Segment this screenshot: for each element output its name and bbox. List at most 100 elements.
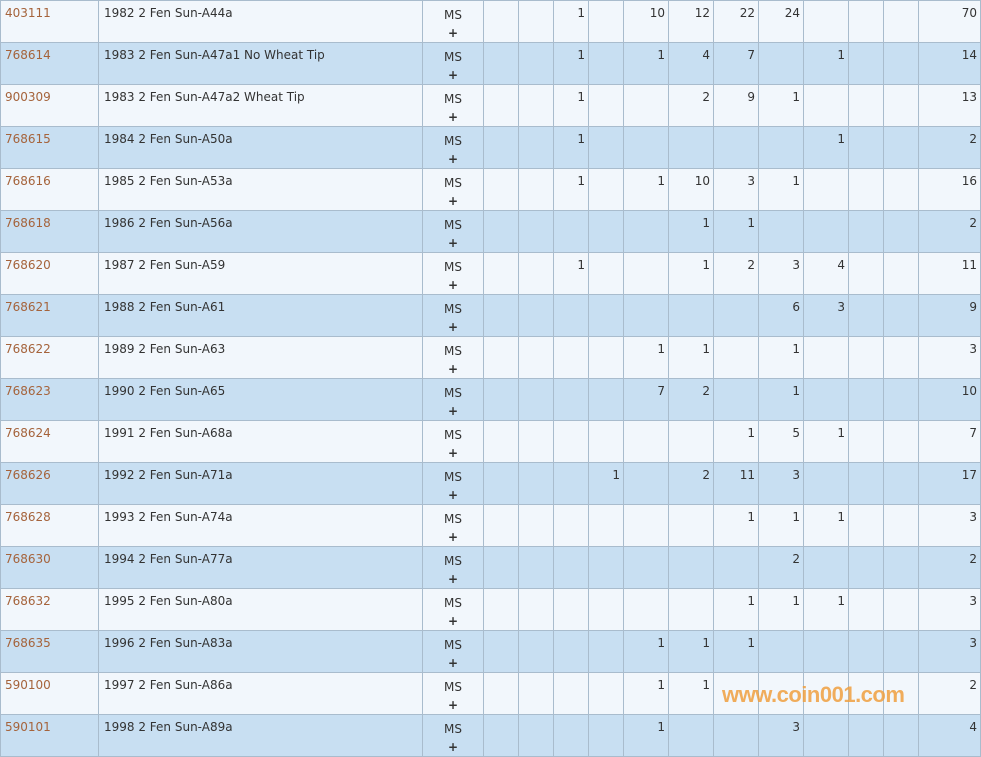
grade-count-cell [883, 420, 919, 463]
grade-count-cell: 1 [623, 630, 669, 673]
grade-count-cell [713, 714, 759, 757]
grade-count-cell [713, 336, 759, 379]
grade-label: MS [444, 428, 462, 442]
coin-name-cell: 1989 2 Fen Sun-A63 [98, 336, 423, 379]
grade-count-cell [668, 714, 714, 757]
grade-count-cell [483, 504, 519, 547]
grade-count-cell [848, 378, 884, 421]
table-row: 768616 1985 2 Fen Sun-A53a MS +1 1 10 3 1 16 [0, 168, 981, 211]
grade-count-cell [623, 504, 669, 547]
grade-count-cell [483, 210, 519, 253]
grade-label: MS [444, 554, 462, 568]
grade-count-cell: 1 [553, 252, 589, 295]
grade-cell: MS + [422, 210, 484, 253]
grade-cell: MS + [422, 252, 484, 295]
cert-id-link[interactable]: 768624 [5, 426, 51, 440]
grade-cell: MS + [422, 462, 484, 505]
grade-count-cell [883, 714, 919, 757]
grade-count-cell [623, 210, 669, 253]
grade-count-cell [883, 588, 919, 631]
grade-count-cell: 22 [713, 0, 759, 43]
total-cell: 2 [918, 546, 981, 589]
cert-id-link[interactable]: 768620 [5, 258, 51, 272]
grade-count-cell [483, 0, 519, 43]
grade-count-cell [883, 546, 919, 589]
cert-id-link[interactable]: 768616 [5, 174, 51, 188]
grade-count-cell [803, 630, 849, 673]
grade-count-cell [668, 504, 714, 547]
grade-count-cell [483, 336, 519, 379]
plus-grade-label: + [447, 362, 459, 376]
plus-grade-label: + [447, 278, 459, 292]
table-row: 590100 1997 2 Fen Sun-A86a MS +1 1 2 [0, 672, 981, 715]
grade-count-cell [553, 210, 589, 253]
cert-id-link[interactable]: 768614 [5, 48, 51, 62]
table-row: 768632 1995 2 Fen Sun-A80a MS +1 1 1 3 [0, 588, 981, 631]
cert-id-link[interactable]: 403111 [5, 6, 51, 20]
grade-count-cell [483, 672, 519, 715]
plus-grade-label: + [447, 26, 459, 40]
plus-grade-label: + [447, 404, 459, 418]
total-cell: 2 [918, 210, 981, 253]
cert-id-link[interactable]: 768626 [5, 468, 51, 482]
coin-name-cell: 1993 2 Fen Sun-A74a [98, 504, 423, 547]
grade-count-cell [518, 378, 554, 421]
cert-id-link[interactable]: 590100 [5, 678, 51, 692]
coin-name-cell: 1991 2 Fen Sun-A68a [98, 420, 423, 463]
grade-count-cell [588, 252, 624, 295]
cert-id-link[interactable]: 768635 [5, 636, 51, 650]
cert-id-link[interactable]: 768622 [5, 342, 51, 356]
cert-id-cell: 768616 [0, 168, 99, 211]
grade-count-cell [588, 672, 624, 715]
grade-count-cell [848, 546, 884, 589]
grade-count-cell: 1 [803, 420, 849, 463]
cert-id-link[interactable]: 768632 [5, 594, 51, 608]
grade-count-cell [518, 126, 554, 169]
cert-id-link[interactable]: 768628 [5, 510, 51, 524]
cert-id-link[interactable]: 900309 [5, 90, 51, 104]
grade-count-cell [518, 0, 554, 43]
cert-id-link[interactable]: 768618 [5, 216, 51, 230]
grade-count-cell [623, 420, 669, 463]
cert-id-link[interactable]: 768615 [5, 132, 51, 146]
grade-count-cell [848, 630, 884, 673]
grade-cell: MS + [422, 42, 484, 85]
grade-count-cell: 1 [553, 42, 589, 85]
grade-count-cell [758, 210, 804, 253]
coin-name-cell: 1986 2 Fen Sun-A56a [98, 210, 423, 253]
plus-grade-label: + [447, 110, 459, 124]
grade-count-cell: 3 [803, 294, 849, 337]
grade-count-cell: 2 [758, 546, 804, 589]
grade-count-cell [553, 420, 589, 463]
grade-count-cell: 1 [713, 420, 759, 463]
grade-count-cell [713, 546, 759, 589]
grade-count-cell: 10 [668, 168, 714, 211]
grade-count-cell [883, 378, 919, 421]
grade-count-cell: 2 [668, 84, 714, 127]
grade-count-cell: 1 [713, 504, 759, 547]
grade-count-cell [588, 42, 624, 85]
grade-cell: MS + [422, 294, 484, 337]
grade-count-cell [483, 42, 519, 85]
cert-id-link[interactable]: 768621 [5, 300, 51, 314]
coin-name-cell: 1994 2 Fen Sun-A77a [98, 546, 423, 589]
table-row: 768621 1988 2 Fen Sun-A61 MS +6 3 9 [0, 294, 981, 337]
plus-grade-label: + [447, 530, 459, 544]
grade-count-cell [483, 546, 519, 589]
coin-name-cell: 1985 2 Fen Sun-A53a [98, 168, 423, 211]
grade-label: MS [444, 386, 462, 400]
cert-id-link[interactable]: 768623 [5, 384, 51, 398]
grade-count-cell [803, 672, 849, 715]
cert-id-cell: 768635 [0, 630, 99, 673]
table-row: 768626 1992 2 Fen Sun-A71a MS +1 2 11 3 17 [0, 462, 981, 505]
grade-label: MS [444, 722, 462, 736]
cert-id-link[interactable]: 768630 [5, 552, 51, 566]
total-cell: 14 [918, 42, 981, 85]
grade-label: MS [444, 512, 462, 526]
table-row: 768635 1996 2 Fen Sun-A83a MS +1 1 1 3 [0, 630, 981, 673]
cert-id-link[interactable]: 590101 [5, 720, 51, 734]
grade-count-cell [588, 84, 624, 127]
coin-name-cell: 1990 2 Fen Sun-A65 [98, 378, 423, 421]
grade-count-cell: 1 [713, 630, 759, 673]
grade-count-cell [588, 168, 624, 211]
